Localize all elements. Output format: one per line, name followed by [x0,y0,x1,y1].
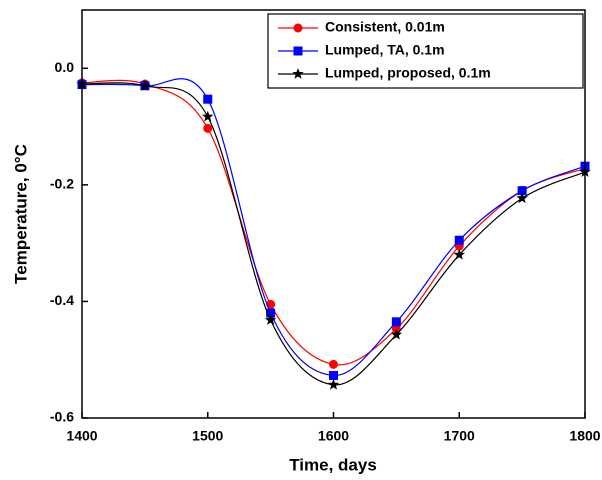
plot-frame [81,9,586,419]
marker [202,110,214,122]
legend-box [267,13,584,89]
marker [454,235,464,245]
series-line [81,79,586,366]
x-tick-label: 1600 [318,428,349,444]
y-axis-label: Temperature, 0°C [11,144,30,284]
series-line [81,82,586,386]
legend-marker [293,23,303,33]
x-tick-label: 1500 [192,428,223,444]
series-line [81,78,586,377]
legend-marker [292,68,304,79]
marker [516,192,528,204]
marker [264,314,277,325]
marker [517,186,527,196]
legend-label: Lumped, TA, 0.1m [325,42,445,58]
y-tick-label: -0.2 [50,176,74,192]
x-tick-label: 1400 [66,428,97,444]
x-axis-label: Time, days [289,455,377,474]
x-tick-label: 1800 [569,428,600,444]
legend-label: Consistent, 0.01m [325,19,445,35]
legend-label: Lumped, proposed, 0.1m [325,65,491,81]
marker [203,94,213,104]
marker [329,359,338,369]
marker [329,370,338,380]
marker [390,328,403,340]
y-tick-label: -0.6 [50,409,74,425]
y-tick-label: -0.4 [50,292,74,308]
legend-marker [293,46,303,56]
marker [391,317,401,327]
marker [327,378,340,390]
marker [203,123,213,133]
marker [266,308,276,318]
y-tick-label: 0.0 [55,59,75,75]
x-tick-label: 1700 [444,428,475,444]
marker [139,79,151,91]
marker [453,248,465,260]
